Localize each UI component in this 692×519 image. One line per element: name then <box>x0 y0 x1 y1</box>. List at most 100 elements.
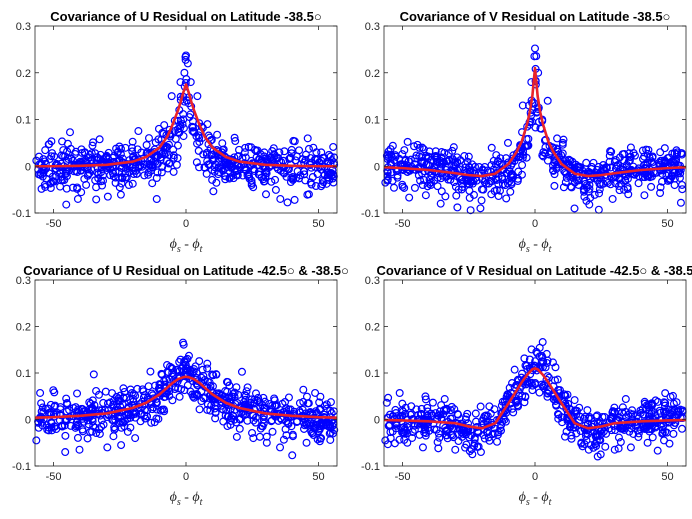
chart-title: Covariance of V Residual on Latitude -42… <box>376 263 692 278</box>
data-point <box>595 189 604 198</box>
data-point <box>221 175 230 184</box>
data-point <box>644 145 653 154</box>
data-point <box>165 391 174 400</box>
data-point <box>616 438 625 447</box>
data-point <box>608 408 617 417</box>
data-point <box>152 405 161 414</box>
data-point <box>37 399 46 408</box>
data-point <box>271 185 280 194</box>
data-point <box>73 389 82 398</box>
data-point <box>398 180 407 189</box>
data-point <box>163 164 172 173</box>
data-point <box>227 413 236 422</box>
data-point <box>167 92 176 101</box>
data-point <box>593 411 602 420</box>
data-point <box>174 127 183 136</box>
data-point <box>554 410 563 419</box>
data-point <box>131 434 140 443</box>
x-axis-label: ϕs - ϕt <box>519 490 552 508</box>
data-point <box>513 375 522 384</box>
data-point <box>197 373 206 382</box>
data-point <box>676 198 685 207</box>
data-point <box>658 425 667 434</box>
data-point <box>181 358 190 367</box>
data-point <box>103 399 112 408</box>
data-point <box>91 423 100 432</box>
data-point <box>97 416 106 425</box>
data-point <box>128 143 137 152</box>
data-point <box>75 445 84 454</box>
data-point <box>74 405 83 414</box>
data-point <box>128 147 137 156</box>
data-point <box>658 177 667 186</box>
data-point <box>158 162 167 171</box>
data-point <box>215 168 224 177</box>
data-point <box>34 170 43 179</box>
data-point <box>243 171 252 180</box>
y-tick-label: 0 <box>25 415 31 427</box>
data-point <box>614 433 623 442</box>
data-point <box>676 169 685 178</box>
data-point <box>212 178 221 187</box>
data-point <box>203 405 212 414</box>
data-point <box>144 134 153 143</box>
data-point <box>436 199 445 208</box>
data-point <box>408 433 417 442</box>
data-point <box>595 185 604 194</box>
data-point <box>506 187 515 196</box>
data-point <box>290 137 299 146</box>
data-point <box>307 180 316 189</box>
x-tick-label: 50 <box>661 471 673 483</box>
data-point <box>677 150 686 159</box>
y-tick-label: 0.3 <box>365 21 380 33</box>
data-point <box>664 414 673 423</box>
data-point <box>83 416 92 425</box>
data-point <box>243 383 252 392</box>
data-point <box>653 446 662 455</box>
data-point <box>219 161 228 170</box>
data-point <box>466 177 475 186</box>
data-point <box>589 443 598 452</box>
data-point <box>113 147 122 156</box>
data-point <box>440 395 449 404</box>
data-point <box>400 146 409 155</box>
data-point <box>89 138 98 147</box>
data-point <box>507 395 516 404</box>
data-point <box>393 173 402 182</box>
data-point <box>525 355 534 364</box>
data-point <box>397 423 406 432</box>
data-point <box>101 387 110 396</box>
data-point <box>508 379 517 388</box>
data-point <box>181 55 190 64</box>
data-point <box>172 365 181 374</box>
data-point <box>518 377 527 386</box>
data-point <box>432 152 441 161</box>
data-point <box>69 404 78 413</box>
data-point <box>517 170 526 179</box>
data-point <box>565 155 574 164</box>
data-point <box>92 195 101 204</box>
data-point <box>535 388 544 397</box>
data-point <box>47 423 56 432</box>
data-point <box>204 160 213 169</box>
data-point <box>280 163 289 172</box>
data-point <box>621 395 630 404</box>
data-point <box>330 160 339 169</box>
data-point <box>110 425 119 434</box>
data-point <box>182 364 191 373</box>
data-point <box>248 428 257 437</box>
data-point <box>301 155 310 164</box>
data-point <box>316 392 325 401</box>
data-point <box>156 406 165 415</box>
data-point <box>471 409 480 418</box>
y-tick-label: 0.3 <box>16 275 31 287</box>
data-point <box>56 182 65 191</box>
y-tick-label: 0.2 <box>16 322 31 334</box>
data-point <box>442 431 451 440</box>
data-point <box>47 152 56 161</box>
data-point <box>410 425 419 434</box>
data-point <box>550 181 559 190</box>
data-point <box>117 423 126 432</box>
data-point <box>232 432 241 441</box>
x-tick-label: 50 <box>312 218 324 230</box>
